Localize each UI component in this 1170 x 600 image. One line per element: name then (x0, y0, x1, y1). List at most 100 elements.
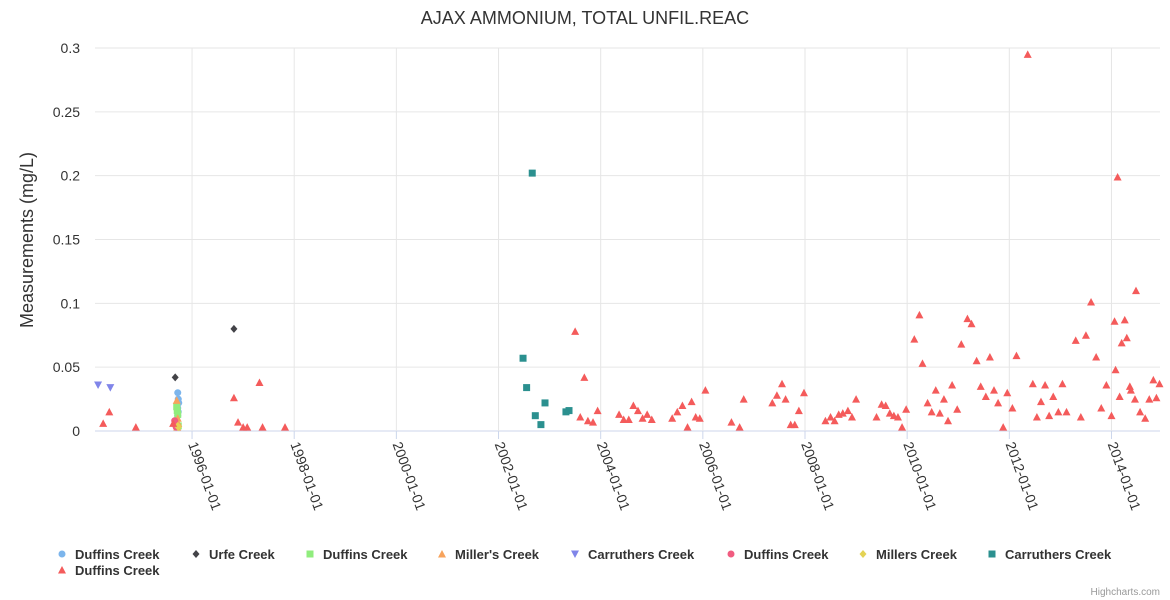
x-tick-label: 2010-01-01 (900, 440, 940, 513)
data-point (989, 386, 998, 394)
data-point (576, 412, 585, 421)
data-point (243, 423, 252, 431)
data-point (171, 373, 179, 382)
data-point (229, 393, 238, 402)
data-point (799, 388, 808, 397)
data-point (935, 409, 944, 417)
data-point (838, 409, 847, 417)
data-point (963, 314, 972, 323)
x-tick-label: 2008-01-01 (798, 440, 838, 513)
series-6 (174, 421, 182, 432)
data-point (523, 384, 531, 392)
data-point (1049, 392, 1058, 401)
data-point (234, 418, 243, 426)
data-point (583, 416, 592, 425)
legend-marker (988, 550, 996, 558)
legend-label: Carruthers Creek (588, 547, 695, 562)
data-point (1076, 412, 1085, 421)
data-point (976, 382, 985, 390)
data-point (624, 415, 633, 424)
legend-item[interactable]: Millers Creek (859, 547, 958, 562)
data-point (948, 381, 957, 389)
legend-marker (571, 550, 579, 558)
legend-item[interactable]: Duffins Creek (58, 563, 160, 578)
data-point (821, 416, 830, 425)
data-point (633, 406, 642, 415)
legend-item[interactable]: Urfe Creek (192, 547, 276, 562)
data-point (537, 421, 545, 429)
data-point (1155, 379, 1164, 388)
x-tick-label: 2000-01-01 (390, 440, 430, 513)
x-tick-label: 1996-01-01 (185, 440, 225, 513)
legend-label: Duffins Creek (744, 547, 829, 562)
data-point (683, 423, 692, 431)
data-point (1054, 407, 1063, 416)
data-point (94, 381, 103, 390)
legend-item[interactable]: Carruthers Creek (988, 547, 1112, 562)
y-tick-label: 0.05 (53, 359, 80, 375)
data-point (643, 410, 652, 418)
data-point (173, 403, 181, 411)
data-point (580, 373, 589, 381)
data-point (1041, 381, 1050, 389)
data-point (967, 319, 976, 328)
data-point (1036, 397, 1045, 406)
data-point (781, 395, 790, 403)
data-point (1113, 172, 1122, 181)
legend-marker (306, 550, 314, 558)
data-point (1003, 388, 1012, 397)
data-point (1149, 375, 1158, 384)
data-point (678, 401, 687, 409)
legend-marker (58, 550, 66, 558)
grid-lines (95, 47, 1160, 432)
data-point (1102, 381, 1111, 389)
data-point (981, 392, 990, 401)
data-point (1126, 386, 1135, 394)
data-point (972, 356, 981, 365)
legend-item[interactable]: Duffins Creek (306, 547, 409, 562)
data-point (673, 407, 682, 416)
data-point (668, 414, 677, 422)
data-point (1012, 351, 1021, 360)
data-point (931, 386, 940, 394)
legend-marker (727, 550, 735, 558)
legend-item[interactable]: Miller's Creek (438, 547, 540, 562)
data-point (615, 410, 624, 418)
data-point (687, 397, 696, 406)
data-point (172, 396, 181, 404)
data-point (893, 412, 902, 421)
data-point (1141, 414, 1150, 422)
legend: Duffins Creek Urfe Creek Duffins Creek Mill… (58, 547, 1112, 578)
data-point (735, 423, 744, 431)
y-tick-label: 0.1 (61, 295, 81, 311)
legend-item[interactable]: Carruthers Creek (571, 547, 695, 562)
data-point (1120, 315, 1129, 324)
legend-label: Miller's Creek (455, 547, 540, 562)
legend-item[interactable]: Duffins Creek (727, 547, 830, 562)
x-tick-label: 2004-01-01 (594, 440, 634, 513)
data-point (1081, 331, 1090, 339)
x-tick-label: 2006-01-01 (696, 440, 736, 513)
legend-label: Carruthers Creek (1005, 547, 1112, 562)
credits-link[interactable]: Highcharts.com (1091, 587, 1160, 598)
data-point (944, 416, 953, 425)
y-tick-label: 0.15 (53, 232, 80, 248)
x-tick-label: 2012-01-01 (1002, 440, 1042, 513)
data-point (939, 395, 948, 403)
data-point (230, 324, 238, 333)
data-point (629, 401, 638, 409)
data-point (638, 414, 647, 422)
data-point (830, 416, 839, 425)
y-tick-label: 0 (72, 423, 80, 439)
legend-label: Duffins Creek (323, 547, 408, 562)
data-point (1097, 404, 1106, 412)
x-axis: 1996-01-01 1998-01-01 2000-01-01 2002-01-01… (185, 431, 1144, 513)
data-point (1115, 392, 1124, 401)
legend-marker (859, 550, 867, 558)
data-point (778, 379, 787, 388)
data-point (910, 335, 919, 343)
data-point (1111, 365, 1120, 374)
data-point (173, 407, 181, 415)
legend-item[interactable]: Duffins Creek (58, 547, 161, 562)
